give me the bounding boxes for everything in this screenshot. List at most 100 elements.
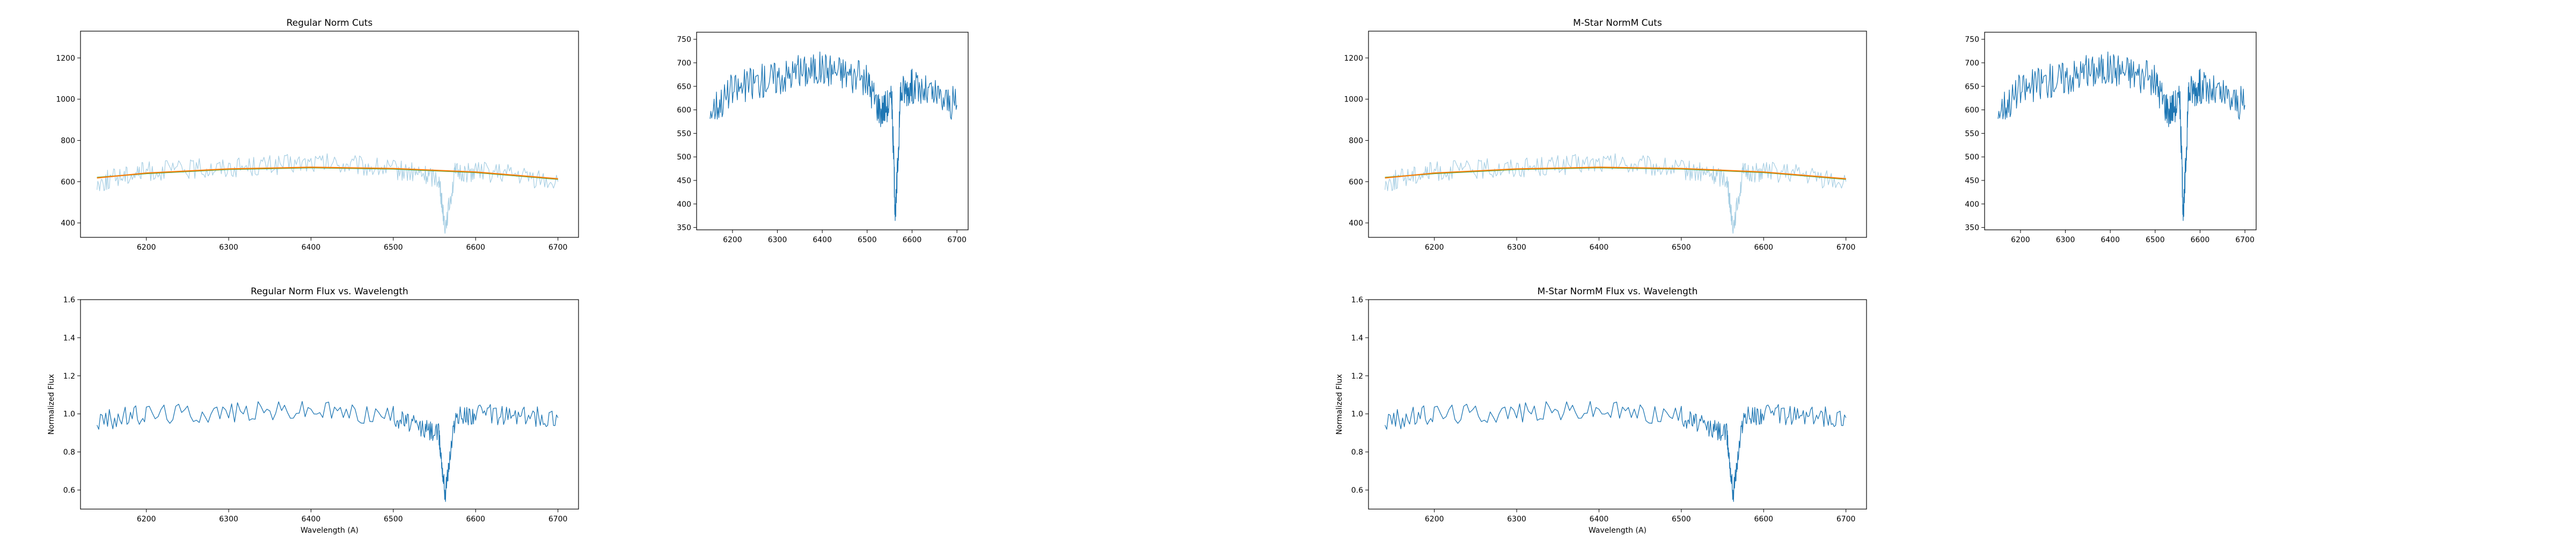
- bottom-left-xtick-label: 6500: [1672, 515, 1691, 524]
- top-right-xtick-label: 6300: [2056, 236, 2075, 244]
- top-right-xtick-label: 6600: [903, 236, 922, 244]
- top-right-ytick-label: 350: [1965, 224, 1979, 233]
- bottom-left-xtick-label: 6400: [1590, 515, 1609, 524]
- top-left-xtick-label: 6600: [466, 243, 485, 252]
- top-right-ytick-label: 700: [677, 59, 691, 68]
- inset-canvas: 6200 6300 6400 6500 6600 6700 350 400 450 500 550 6…: [1965, 32, 2257, 244]
- bottom-left-xtick-label: 6700: [1836, 515, 1856, 524]
- bottom-left-ytick-label: 1.4: [1351, 334, 1363, 343]
- top-right-ytick-label: 350: [677, 224, 691, 233]
- bottom-left-ytick-label: 1.4: [63, 334, 75, 343]
- bottom-left-xtick-label: 6500: [384, 515, 403, 524]
- top-right-ytick-label: 400: [1965, 200, 1979, 209]
- top-left-ytick-label: 1200: [1344, 54, 1363, 63]
- top-left-series-0-line: [97, 153, 559, 234]
- top-right-xtick-label: 6700: [947, 236, 967, 244]
- top-left-ytick-label: 800: [61, 137, 75, 146]
- top-left-ytick-label: 400: [61, 219, 75, 228]
- bottom-left-ytick-label: 0.6: [1351, 487, 1363, 495]
- bottom-left-xlabel: Wavelength (A): [1589, 526, 1646, 535]
- bottom-left-series-0-line: [97, 401, 559, 502]
- top-left-xtick-label: 6500: [384, 243, 403, 252]
- bottom-left-ytick-label: 1.6: [63, 296, 75, 304]
- top-right-xtick-label: 6500: [858, 236, 877, 244]
- top-right-ytick-label: 600: [677, 106, 691, 115]
- top-right-xtick-label: 6700: [2235, 236, 2255, 244]
- top-right-xtick-label: 6300: [768, 236, 787, 244]
- bottom-left-ytick-label: 1.0: [63, 410, 75, 419]
- bottom-left-xtick-label: 6400: [302, 515, 321, 524]
- top-right-ytick-label: 500: [1965, 153, 1979, 162]
- top-right-xtick-label: 6600: [2191, 236, 2210, 244]
- top-left-axes-frame: [80, 31, 579, 238]
- top-left-xtick-label: 6400: [1590, 243, 1609, 252]
- top-right-ytick-label: 600: [1965, 106, 1979, 115]
- bottom-left-ytick-label: 1.6: [1351, 296, 1363, 304]
- bottom-left-ytick-label: 0.6: [63, 487, 75, 495]
- top-left-xtick-label: 6400: [302, 243, 321, 252]
- top-left-xtick-label: 6700: [548, 243, 568, 252]
- bottom-left-title: M-Star NormM Flux vs. Wavelength: [1538, 286, 1698, 297]
- top-right-series-0-line: [1997, 51, 2245, 221]
- top-left-ytick-label: 1000: [1344, 96, 1363, 104]
- top-left-xtick-label: 6300: [219, 243, 238, 252]
- top-left-axes-frame: [1368, 31, 1867, 238]
- top-right-ytick-label: 700: [1965, 59, 1979, 68]
- top-right-ytick-label: 550: [677, 129, 691, 138]
- top-left-ytick-label: 800: [1349, 137, 1363, 146]
- top-right-ytick-label: 500: [677, 153, 691, 162]
- bottom-left-ytick-label: 1.0: [1351, 410, 1363, 419]
- figure-panel-mstar: M-Star NormM Cuts 6200 6300 6400 6500 6600 670…: [1288, 0, 1932, 537]
- top-right-xtick-label: 6400: [813, 236, 832, 244]
- top-left-ytick-label: 600: [1349, 178, 1363, 186]
- top-left-xtick-label: 6200: [137, 243, 156, 252]
- top-right-ytick-label: 450: [677, 177, 691, 185]
- top-right-xtick-label: 6400: [2101, 236, 2120, 244]
- top-left-series-0-line: [1385, 153, 1847, 234]
- bottom-left-xtick-label: 6300: [219, 515, 238, 524]
- top-right-xtick-label: 6200: [723, 236, 742, 244]
- bottom-left-xtick-label: 6600: [1754, 515, 1773, 524]
- figure-panel-regular: Regular Norm Cuts 6200 6300 6400 6500 6600 670…: [0, 0, 644, 537]
- top-left-series-2-line: [97, 166, 558, 179]
- top-left-ytick-label: 400: [1349, 219, 1363, 228]
- top-left-xtick-label: 6700: [1836, 243, 1856, 252]
- bottom-left-ytick-label: 0.8: [1351, 448, 1363, 457]
- inset-canvas: 6200 6300 6400 6500 6600 6700 350 400 450 500 550 6…: [677, 32, 969, 244]
- top-right-ytick-label: 650: [1965, 83, 1979, 91]
- bottom-left-xtick-label: 6200: [137, 515, 156, 524]
- top-left-ytick-label: 600: [61, 178, 75, 186]
- inset-panel-mstar: 6200 6300 6400 6500 6600 6700 350 400 450 500 550 6…: [1932, 0, 2275, 258]
- top-left-title: M-Star NormM Cuts: [1573, 18, 1662, 28]
- top-left-title: Regular Norm Cuts: [287, 18, 373, 28]
- bottom-left-xtick-label: 6200: [1425, 515, 1444, 524]
- top-left-xtick-label: 6500: [1672, 243, 1691, 252]
- top-right-xtick-label: 6500: [2146, 236, 2165, 244]
- bottom-left-ylabel: Normalized Flux: [1335, 374, 1344, 435]
- top-right-ytick-label: 400: [677, 200, 691, 209]
- top-right-ytick-label: 550: [1965, 129, 1979, 138]
- top-left-series-2-line: [1385, 166, 1846, 179]
- bottom-left-axes-frame: [1368, 299, 1867, 510]
- top-right-ytick-label: 450: [1965, 177, 1979, 185]
- bottom-left-xtick-label: 6700: [548, 515, 568, 524]
- bottom-left-xlabel: Wavelength (A): [301, 526, 358, 535]
- figure-canvas-mstar: M-Star NormM Cuts 6200 6300 6400 6500 6600 670…: [1288, 0, 1932, 537]
- figure-canvas-regular: Regular Norm Cuts 6200 6300 6400 6500 6600 670…: [0, 0, 644, 537]
- top-right-series-0-line: [709, 51, 957, 221]
- bottom-left-ytick-label: 0.8: [63, 448, 75, 457]
- top-left-ytick-label: 1000: [56, 96, 75, 104]
- top-right-axes-frame: [1984, 32, 2257, 230]
- top-right-axes-frame: [696, 32, 969, 230]
- inset-panel-regular: 6200 6300 6400 6500 6600 6700 350 400 450 500 550 6…: [644, 0, 987, 258]
- bottom-left-xtick-label: 6300: [1507, 515, 1526, 524]
- top-left-xtick-label: 6300: [1507, 243, 1526, 252]
- bottom-left-ytick-label: 1.2: [63, 372, 75, 381]
- top-left-ytick-label: 1200: [56, 54, 75, 63]
- top-left-xtick-label: 6600: [1754, 243, 1773, 252]
- top-right-ytick-label: 750: [1965, 35, 1979, 44]
- bottom-left-ylabel: Normalized Flux: [47, 374, 56, 435]
- top-right-ytick-label: 750: [677, 35, 691, 44]
- bottom-left-series-0-line: [1385, 401, 1847, 502]
- top-right-xtick-label: 6200: [2011, 236, 2030, 244]
